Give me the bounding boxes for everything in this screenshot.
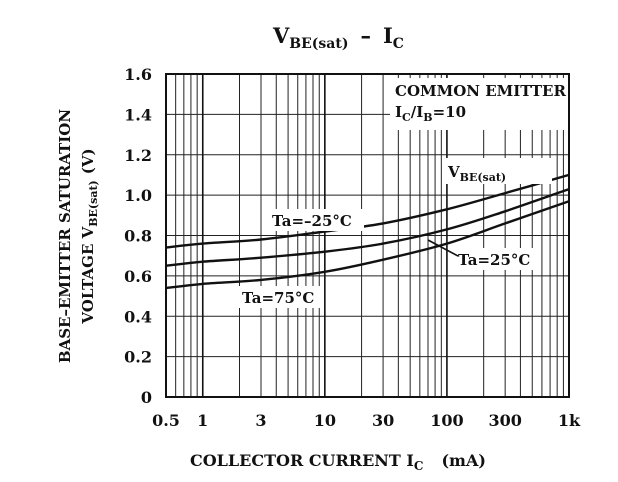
y-axis-label-line1: BASE–EMITTER SATURATION: [56, 109, 74, 363]
y-tick-labels: 0 0.2 0.4 0.6 0.8 1.0 1.2 1.4 1.6: [124, 65, 152, 407]
x-tick-label: 1k: [558, 411, 581, 430]
series-line-1: [165, 187, 570, 267]
condition-box: [390, 78, 568, 130]
minor-gridlines: [166, 74, 569, 397]
y-tick-label: 0.2: [124, 348, 152, 367]
x-tick-label: 3: [255, 411, 266, 430]
y-axis-label-line2: VOLTAGE VBE(sat)(V): [79, 148, 100, 324]
plot-frame: [165, 73, 570, 398]
data-curves: [165, 173, 570, 290]
label-bg-m25: [268, 209, 364, 231]
condition-line2: IC/IB=10: [395, 103, 466, 124]
x-tick-label: 1: [197, 411, 208, 430]
x-tick-label: 10: [314, 411, 336, 430]
y-tick-label: 1.6: [124, 65, 152, 84]
series-label-ta-75: Ta=75°C: [242, 289, 314, 307]
x-tick-label: 100: [430, 411, 463, 430]
y-tick-label: 0: [141, 388, 152, 407]
series-label-ta-25: Ta=25°C: [458, 251, 530, 269]
vbe-label-bg: [444, 158, 552, 184]
vbe-curve-label: VBE(sat): [447, 163, 506, 184]
condition-line1: COMMON EMITTER: [395, 82, 566, 100]
series-line-2: [165, 200, 570, 290]
y-tick-label: 1.0: [124, 186, 152, 205]
y-tick-label: 0.8: [124, 227, 152, 246]
label-bg-75: [238, 286, 324, 308]
y-tick-label: 1.2: [124, 146, 152, 165]
y-tick-label: 1.4: [124, 105, 152, 124]
x-axis-label: COLLECTOR CURRENT IC (mA): [190, 451, 486, 473]
leader-line-ta-25: [427, 239, 459, 257]
chart-title: VBE(sat) – IC: [272, 23, 404, 52]
x-tick-labels: 0.5 1 3 10 30 100 300 1k: [152, 411, 581, 430]
x-tick-label: 0.5: [152, 411, 180, 430]
y-tick-label: 0.4: [124, 307, 152, 326]
x-tick-label: 300: [488, 411, 521, 430]
x-tick-label: 30: [372, 411, 394, 430]
y-tick-label: 0.6: [124, 267, 152, 286]
series-label-ta-m25: Ta=–25°C: [272, 212, 352, 230]
label-bg-25: [454, 248, 540, 270]
